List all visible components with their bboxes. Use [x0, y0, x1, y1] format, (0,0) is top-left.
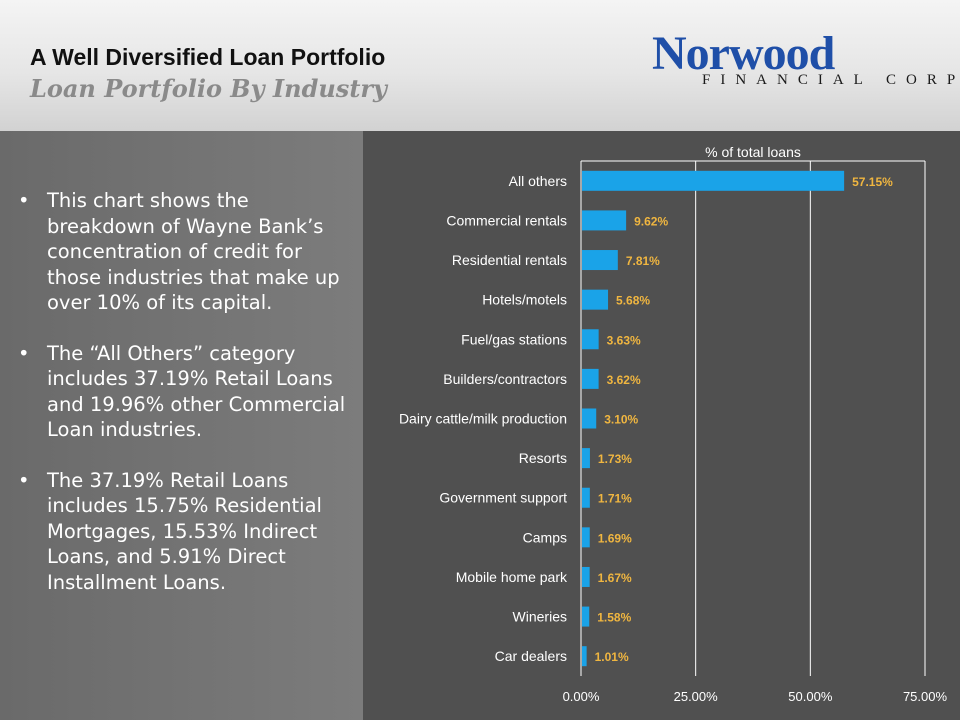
- x-tick-label: 75.00%: [903, 689, 948, 704]
- value-label: 1.67%: [598, 571, 632, 585]
- page-title: A Well Diversified Loan Portfolio: [30, 44, 386, 70]
- x-tick-label: 50.00%: [788, 689, 833, 704]
- bar: [582, 210, 627, 231]
- bar: [582, 566, 590, 587]
- category-label: Dairy cattle/milk production: [399, 411, 567, 427]
- x-tick-label: 25.00%: [674, 689, 719, 704]
- bullet-item: • The “All Others” category includes 37.1…: [18, 341, 348, 443]
- bar: [582, 408, 597, 429]
- bar: [582, 527, 590, 548]
- bar: [582, 646, 587, 667]
- category-label: Residential rentals: [452, 252, 567, 268]
- chart-title: % of total loans: [705, 144, 801, 160]
- bar: [582, 170, 845, 191]
- bullet-text: This chart shows the breakdown of Wayne …: [47, 189, 340, 314]
- logo-tagline: FINANCIAL CORP: [702, 72, 960, 88]
- bar: [582, 250, 618, 271]
- norwood-logo: Norwood FINANCIAL CORP: [652, 27, 955, 92]
- bullet-list: • This chart shows the breakdown of Wayne…: [18, 188, 348, 620]
- value-label: 3.10%: [604, 413, 638, 427]
- value-label: 3.63%: [607, 333, 641, 347]
- category-label: Car dealers: [495, 648, 567, 664]
- category-label: Wineries: [513, 609, 567, 625]
- category-label: Government support: [439, 490, 567, 506]
- x-tick-label: 0.00%: [563, 689, 600, 704]
- value-label: 1.71%: [598, 492, 632, 506]
- value-label: 1.73%: [598, 452, 632, 466]
- logo-wordmark: Norwood: [652, 27, 835, 80]
- bullet-icon: •: [18, 189, 30, 212]
- bullet-item: • This chart shows the breakdown of Wayne…: [18, 188, 348, 316]
- bar-chart: % of total loans 0.00% 25.00% 50.00% 75.00% A…: [399, 144, 948, 704]
- category-label: Resorts: [519, 450, 567, 466]
- bullet-icon: •: [18, 341, 30, 365]
- bar: [582, 606, 590, 627]
- value-label: 9.62%: [634, 214, 668, 228]
- bullet-item: • The 37.19% Retail Loans includes 15.75%…: [18, 468, 348, 596]
- bar: [582, 289, 609, 310]
- header: A Well Diversified Loan Portfolio Loan P…: [0, 0, 960, 131]
- bar: [582, 368, 599, 389]
- text-panel: • This chart shows the breakdown of Wayne…: [0, 131, 363, 720]
- category-label: Hotels/motels: [482, 292, 567, 308]
- bullet-text: The 37.19% Retail Loans includes 15.75% …: [47, 468, 322, 594]
- value-label: 1.69%: [598, 531, 632, 545]
- bar: [582, 487, 590, 508]
- bar: [582, 329, 599, 350]
- bullet-text: The “All Others” category includes 37.19…: [47, 341, 346, 442]
- value-label: 5.68%: [616, 294, 650, 308]
- value-label: 1.01%: [595, 650, 629, 664]
- category-label: Mobile home park: [456, 569, 568, 585]
- page-subtitle: Loan Portfolio By Industry: [30, 74, 387, 103]
- category-label: All others: [509, 173, 567, 189]
- bullet-icon: •: [18, 468, 30, 492]
- value-label: 3.62%: [607, 373, 641, 387]
- category-label: Commercial rentals: [446, 212, 567, 228]
- value-label: 57.15%: [852, 175, 893, 189]
- category-label: Builders/contractors: [443, 371, 567, 387]
- chart-panel: % of total loans 0.00% 25.00% 50.00% 75.00% A…: [363, 131, 960, 720]
- value-label: 7.81%: [626, 254, 660, 268]
- category-label: Camps: [523, 529, 567, 545]
- bar: [582, 448, 590, 469]
- value-label: 1.58%: [597, 611, 631, 625]
- category-label: Fuel/gas stations: [461, 331, 567, 347]
